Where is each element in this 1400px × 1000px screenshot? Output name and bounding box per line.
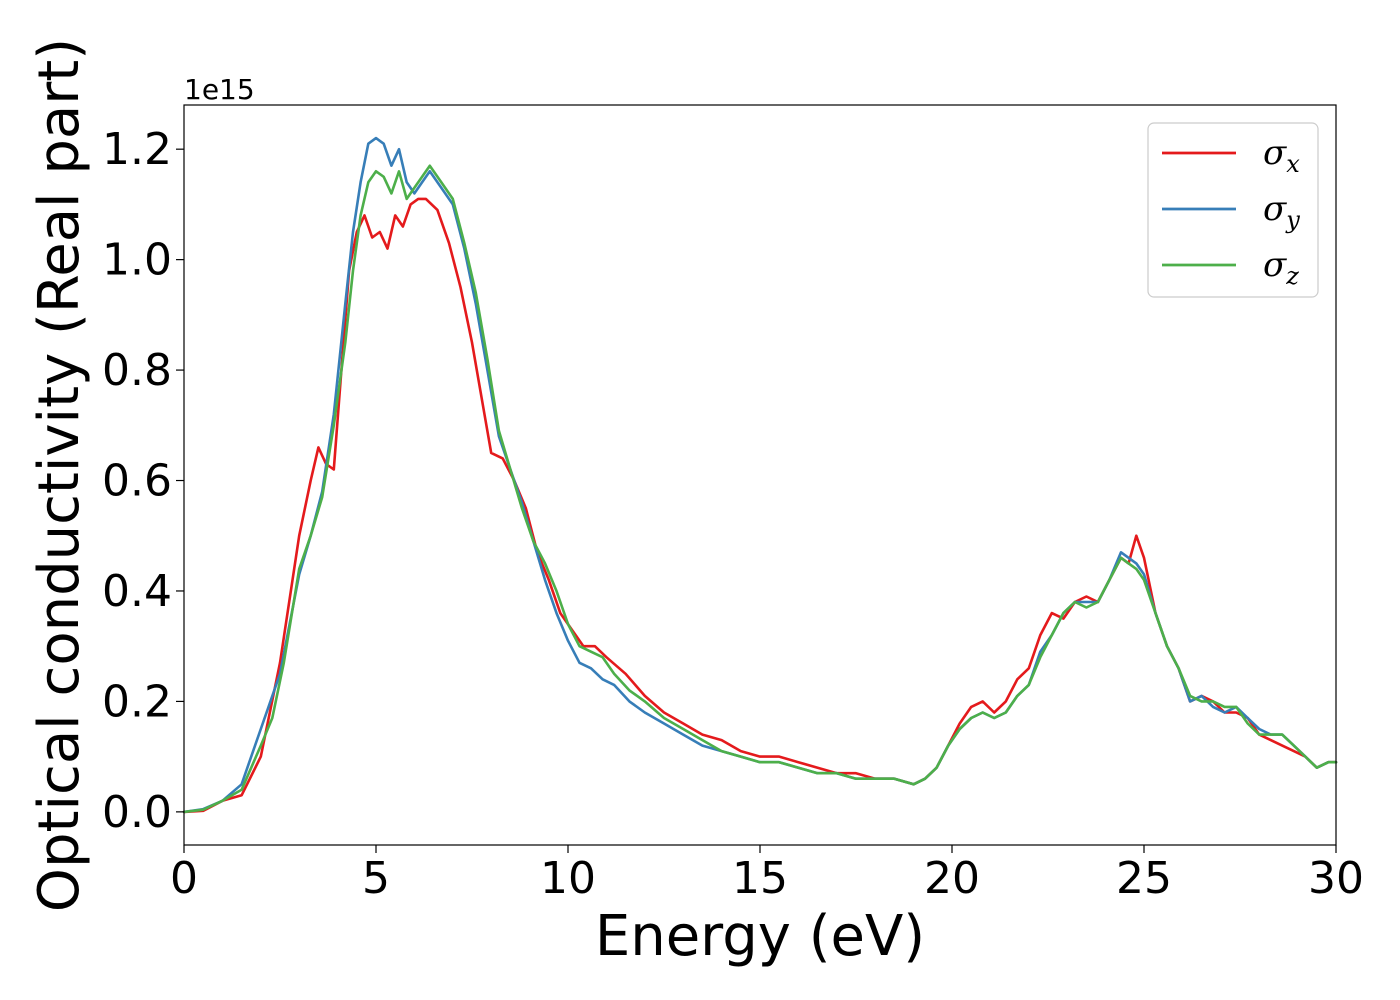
legend-subscript: x <box>1286 150 1300 178</box>
x-tick-label: 25 <box>1116 853 1172 904</box>
x-tick-label: 15 <box>732 853 788 904</box>
x-tick-label: 20 <box>924 853 980 904</box>
plot-lines <box>182 136 1338 814</box>
y-tick-label: 1.0 <box>102 235 172 286</box>
y-tick-label: 0.2 <box>102 676 172 727</box>
x-axis-label: Energy (eV) <box>595 904 925 969</box>
x-tick-label: 30 <box>1308 853 1364 904</box>
y-tick-label: 0.0 <box>102 787 172 838</box>
y-tick-label: 0.4 <box>102 566 172 617</box>
legend-subscript: z <box>1285 262 1299 290</box>
y-tick-label: 0.8 <box>102 345 172 396</box>
y-tick-label: 1.2 <box>102 124 172 175</box>
y-tick-label: 0.6 <box>102 456 172 507</box>
x-axis-ticks: 0 5 10 15 20 25 30 <box>170 845 1364 904</box>
y-offset-label: 1e15 <box>184 73 255 106</box>
x-tick-label: 0 <box>170 853 198 904</box>
y-axis-ticks: 0.0 0.2 0.4 0.6 0.8 1.0 1.2 <box>102 124 184 838</box>
legend-subscript: y <box>1285 206 1300 234</box>
x-tick-label: 10 <box>540 853 596 904</box>
series-line-z <box>182 164 1338 814</box>
x-tick-label: 5 <box>362 853 390 904</box>
y-axis-label: Optical conductivity (Real part) <box>27 38 92 912</box>
